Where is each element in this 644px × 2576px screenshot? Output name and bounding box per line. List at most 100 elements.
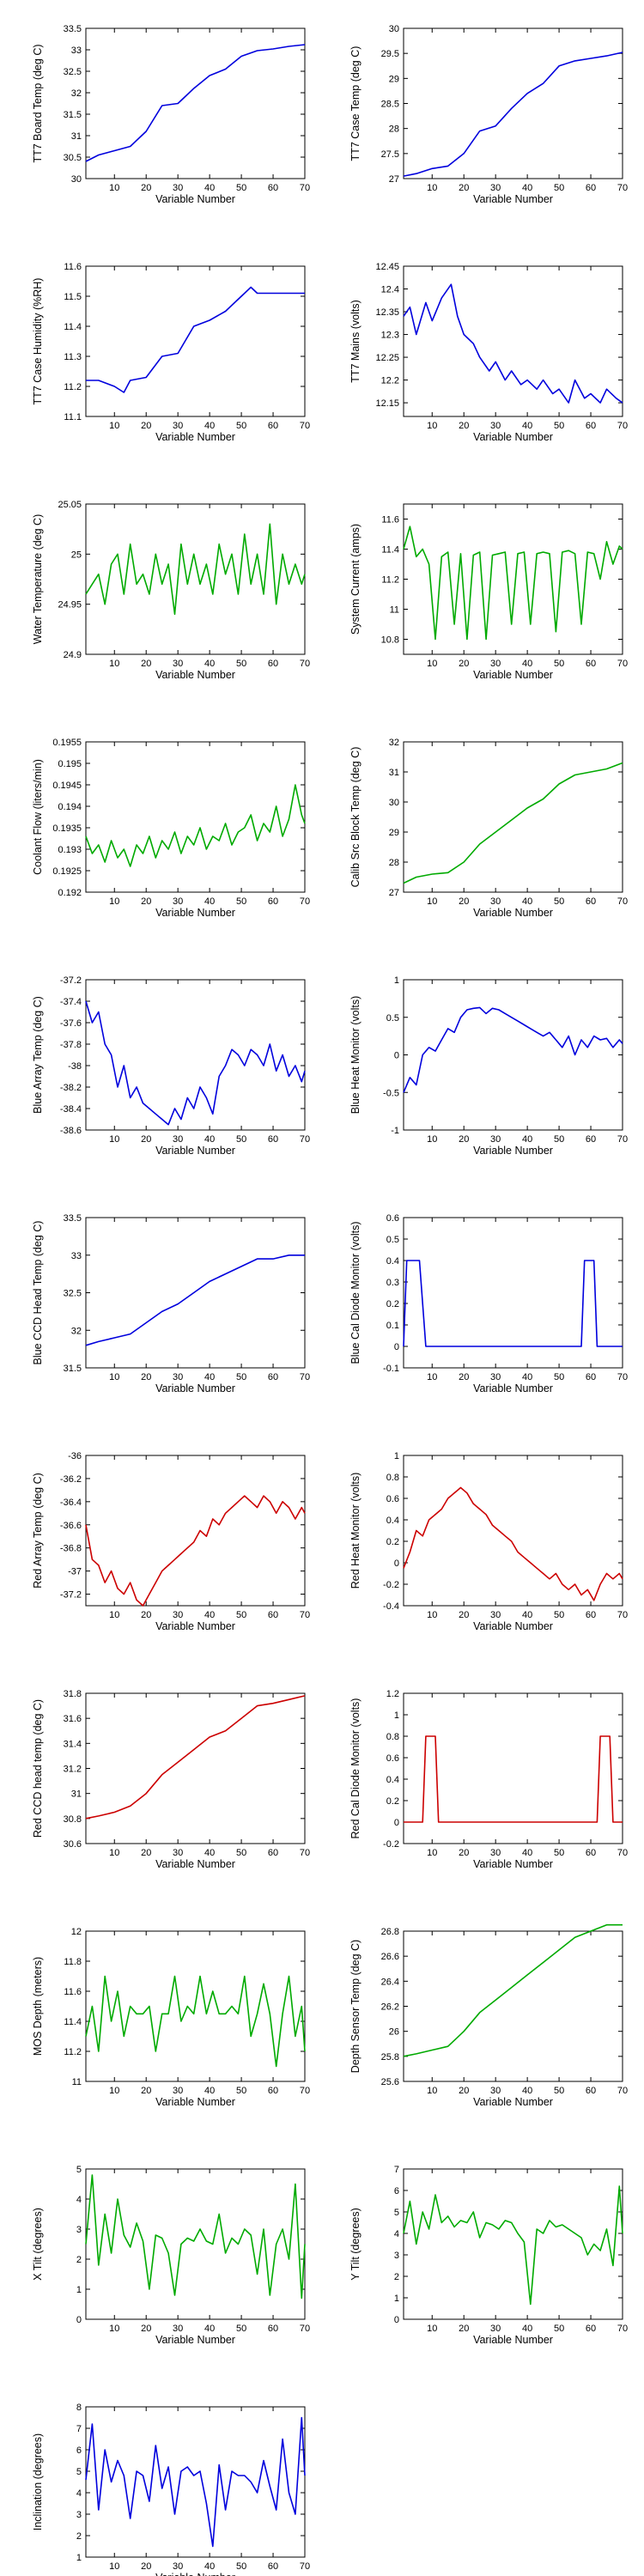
x-tick-label: 40 — [522, 896, 532, 907]
y-axis-label: Blue Heat Monitor (volts) — [349, 996, 361, 1115]
x-tick-label: 60 — [586, 1610, 596, 1620]
y-tick-label: 4 — [76, 2195, 82, 2205]
x-tick-label: 40 — [522, 1372, 532, 1382]
y-tick-label: -0.4 — [383, 1601, 399, 1612]
y-tick-label: 31.6 — [64, 1714, 82, 1724]
x-tick-label: 70 — [300, 1848, 310, 1858]
y-axis-label: Y Tilt (degrees) — [349, 2208, 361, 2281]
x-tick-label: 50 — [554, 1134, 564, 1145]
x-tick-label: 10 — [109, 659, 119, 669]
y-axis-label: Coolant Flow (liters/min) — [32, 759, 44, 875]
y-tick-label: 12 — [71, 1927, 82, 1937]
x-axis-label: Variable Number — [473, 1145, 553, 1157]
y-tick-label: 1 — [394, 1451, 399, 1461]
x-tick-label: 70 — [300, 2561, 310, 2572]
y-axis-label: TT7 Board Temp (deg C) — [32, 44, 44, 162]
y-tick-label: 0.2 — [386, 1299, 399, 1309]
y-tick-label: 32 — [71, 1326, 82, 1336]
y-tick-label: 11 — [72, 2077, 82, 2087]
y-tick-label: -36.8 — [60, 1544, 82, 1554]
x-tick-label: 20 — [459, 2086, 469, 2096]
y-tick-label: -0.2 — [383, 1580, 399, 1590]
x-tick-label: 70 — [617, 1134, 628, 1145]
chart-panel-15: -0.2 0 0.2 0.4 0.6 0.8 1 1.2 10 20 30 40 50 60 70 Varia… — [349, 1689, 628, 1870]
y-tick-label: 2 — [76, 2531, 82, 2542]
y-tick-label: 0 — [394, 1558, 399, 1569]
x-tick-label: 10 — [109, 1848, 119, 1858]
x-tick-label: 40 — [204, 659, 215, 669]
y-axis-label: Blue Cal Diode Monitor (volts) — [349, 1221, 361, 1364]
y-tick-label: 12.4 — [381, 285, 399, 295]
y-axis-label: TT7 Case Humidity (%RH) — [32, 278, 44, 405]
x-tick-label: 60 — [586, 2086, 596, 2096]
y-tick-label: 33 — [71, 1251, 82, 1261]
plot-frame — [403, 741, 623, 893]
series-line-0 — [403, 762, 623, 884]
y-tick-label: -37.6 — [60, 1018, 82, 1029]
plot-frame — [403, 1217, 623, 1369]
y-tick-label: 11 — [390, 605, 399, 616]
plot-frame — [85, 979, 306, 1131]
x-tick-label: 70 — [617, 659, 628, 669]
y-tick-label: -37.2 — [60, 1590, 82, 1601]
y-tick-label: 1 — [394, 2293, 399, 2304]
chart-panel-17: 25.6 25.8 26 26.2 26.4 26.6 26.8 10 20 30 40 50 60 70… — [349, 1923, 628, 2108]
x-tick-label: 50 — [554, 421, 564, 431]
x-tick-label: 30 — [173, 1610, 183, 1620]
y-tick-label: 12.25 — [375, 353, 399, 363]
series-line-0 — [403, 1006, 623, 1093]
plot-frame — [403, 2168, 623, 2320]
y-tick-label: 11.4 — [64, 322, 82, 332]
series-line-0 — [403, 52, 623, 177]
y-tick-label: 30.8 — [64, 1814, 82, 1825]
plot-frame — [85, 265, 306, 417]
x-tick-label: 60 — [586, 183, 596, 193]
x-tick-label: 50 — [236, 2324, 246, 2334]
chart-panel-20: 1 2 3 4 5 6 7 8 10 20 30 40 50 60 70 Variable Number Inc… — [32, 2403, 310, 2576]
x-tick-label: 60 — [586, 421, 596, 431]
x-tick-label: 30 — [173, 896, 183, 907]
y-axis-label: MOS Depth (meters) — [32, 1957, 44, 2056]
series-line-0 — [403, 1260, 623, 1347]
x-tick-label: 70 — [300, 659, 310, 669]
y-tick-label: 0.4 — [386, 1516, 399, 1526]
y-tick-label: 0.4 — [386, 1775, 399, 1785]
y-tick-label: 33 — [71, 46, 82, 56]
x-tick-label: 40 — [522, 1610, 532, 1620]
x-tick-label: 20 — [459, 1610, 469, 1620]
x-axis-label: Variable Number — [155, 2572, 235, 2576]
y-tick-label: 32.5 — [64, 67, 82, 77]
x-axis-label: Variable Number — [473, 1382, 553, 1394]
x-tick-label: 70 — [617, 896, 628, 907]
y-tick-label: 12.15 — [375, 398, 399, 409]
x-axis-label: Variable Number — [473, 2334, 553, 2346]
y-axis-label: TT7 Mains (volts) — [349, 300, 361, 383]
y-tick-label: 3 — [76, 2510, 82, 2520]
x-tick-label: 30 — [490, 2086, 501, 2096]
chart-panel-2: 11.1 11.2 11.3 11.4 11.5 11.6 10 20 30 40 50 60 70 Va… — [32, 262, 310, 443]
x-tick-label: 30 — [173, 183, 183, 193]
series-line-0 — [404, 1735, 623, 1823]
x-tick-label: 30 — [173, 421, 183, 431]
x-tick-label: 50 — [236, 1372, 246, 1382]
series-line-0 — [85, 1255, 305, 1346]
x-axis-label: Variable Number — [155, 1620, 235, 1632]
x-tick-label: 40 — [204, 1134, 215, 1145]
y-tick-label: 1 — [394, 975, 399, 986]
y-tick-label: 25.05 — [58, 500, 82, 510]
plot-frame — [85, 1217, 306, 1369]
y-tick-label: 3 — [76, 2225, 82, 2235]
x-tick-label: 10 — [427, 421, 437, 431]
x-tick-label: 10 — [109, 183, 119, 193]
plot-frame — [85, 2406, 306, 2558]
x-tick-label: 50 — [236, 659, 246, 669]
x-tick-label: 10 — [427, 1372, 437, 1382]
y-axis-label: TT7 Case Temp (deg C) — [349, 46, 361, 161]
y-tick-label: 11.2 — [64, 382, 82, 392]
y-tick-label: 0 — [76, 2315, 82, 2325]
plot-frame — [403, 1455, 623, 1607]
y-tick-label: 11.1 — [64, 412, 82, 422]
y-axis-label: X Tilt (degrees) — [32, 2208, 44, 2281]
y-tick-label: -36.6 — [60, 1521, 82, 1531]
x-tick-label: 20 — [141, 1610, 151, 1620]
